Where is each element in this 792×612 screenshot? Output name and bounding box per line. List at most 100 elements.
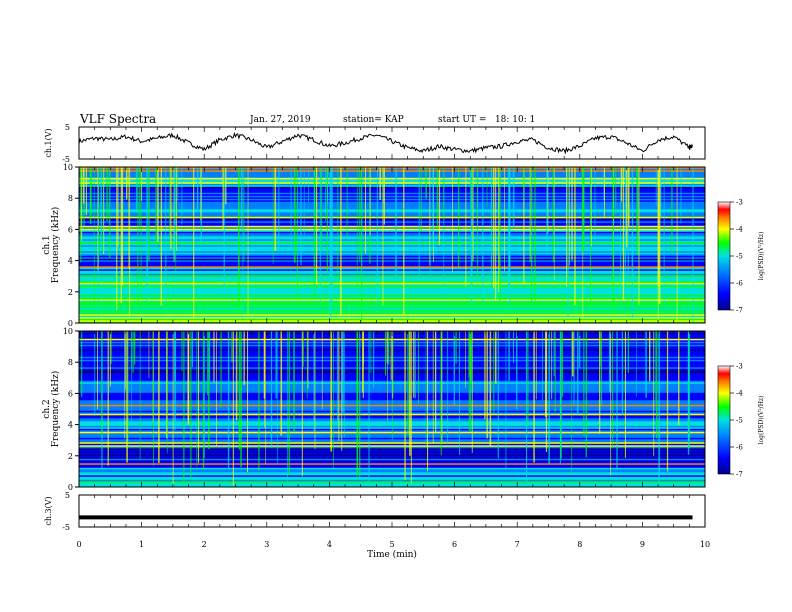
ch2-spec-burst — [220, 331, 222, 408]
ch2-spec-burst — [678, 331, 680, 426]
ch2-spec-burst — [391, 331, 393, 441]
ch1-spec-band — [79, 309, 705, 312]
ch2-spec-burst — [388, 331, 390, 365]
ch1-ylabel: ch.1(V) — [44, 128, 53, 157]
ch2-spec-burst — [553, 331, 555, 376]
ch1-spec-burst — [583, 167, 585, 251]
ch2-spec-burst — [453, 331, 455, 406]
ch1-spec-burst — [340, 167, 342, 316]
colorbar-ch1: -3 -4 -5 -6 -7 log(PSD)(V²/Hz) — [717, 199, 765, 315]
ch2-spec-burst — [139, 331, 141, 460]
ch2-spec-burst — [368, 331, 370, 482]
ch2-spec-burst — [440, 331, 442, 456]
ch2-spec-burst — [688, 331, 690, 440]
colorbar-ch2-gradient — [717, 365, 731, 475]
ch2-spec-burst — [459, 331, 460, 455]
time-tick-label: 3 — [264, 540, 269, 549]
ch1-spec-band — [79, 299, 705, 301]
time-axis-ticks — [78, 127, 706, 527]
ch1-spec-burst — [337, 167, 339, 283]
ch1-spec-band — [79, 242, 705, 244]
ch2-spec-band — [79, 475, 705, 477]
ch2-spec-burst — [362, 331, 363, 393]
ch1-spec-band — [79, 209, 705, 211]
ch1-spec-burst — [126, 167, 128, 200]
ch1-spec-burst — [443, 167, 445, 300]
ch2-spec-band — [79, 470, 705, 473]
ch1-spec-band — [79, 281, 705, 283]
ch1-spec-burst — [621, 167, 623, 202]
ch1-spec-burst — [80, 167, 83, 242]
ch1-spec-burst — [160, 167, 162, 306]
ch1-spec-burst — [116, 167, 118, 311]
ch2-spec-burst — [385, 331, 387, 376]
ch1-spec-band — [79, 246, 705, 249]
ch1-spec-burst — [109, 167, 111, 258]
ch1-spec-burst — [615, 167, 617, 215]
ch1-spec-burst — [531, 167, 533, 302]
ch1-spec-burst — [499, 167, 501, 302]
ch2-spec-burst — [513, 331, 514, 364]
ch2-spec-burst — [689, 331, 690, 449]
ch1-spec-burst — [638, 167, 640, 305]
ch1-spec-band — [79, 311, 705, 313]
ch1-spec-burst — [452, 167, 453, 273]
ch1-spec-burst — [155, 167, 157, 249]
ch2-spec-burst — [227, 331, 230, 469]
ch2-spec-band — [79, 440, 705, 443]
ch1-spec-burst — [692, 167, 694, 323]
ch2-spec-burst — [202, 331, 205, 470]
ch2-spec-burst — [231, 331, 233, 363]
ch2-spec-burst — [196, 331, 198, 467]
ch1-spec-burst — [569, 167, 570, 266]
ch2-spec-burst — [465, 331, 466, 388]
ch1-spec-burst — [319, 167, 321, 302]
ch1-spec-burst — [197, 167, 199, 213]
ch1-spec-burst — [429, 167, 431, 278]
ch1-spec-band — [79, 308, 705, 310]
ch2-spec-burst — [516, 331, 518, 410]
ch1-spec-burst — [622, 167, 625, 301]
ch1-ytick-top: 5 — [65, 123, 70, 132]
ch2-spec-band — [79, 467, 705, 470]
ch2-spec-burst — [410, 331, 412, 484]
ch2-spec-burst — [213, 331, 215, 383]
ch1-ytick-label: 0 — [68, 319, 73, 328]
ch1-spec-band — [79, 188, 705, 190]
ch2-spec-burst — [235, 331, 238, 421]
ch2-spec-band — [79, 454, 705, 456]
ch1-spec-band — [79, 300, 705, 303]
ch2-spec-burst — [338, 331, 340, 441]
ch2-spec-band — [79, 473, 705, 476]
ch2-spec-burst — [387, 331, 388, 421]
date-label: Jan. 27, 2019 — [249, 115, 311, 125]
ch2-spec-burst — [484, 331, 486, 420]
ch1-spec-burst — [103, 167, 104, 252]
ch1-spec-band — [79, 252, 705, 255]
ch1-spec-burst — [534, 167, 536, 306]
ch1-spec-burst — [303, 167, 305, 239]
ch2-spec-burst — [111, 331, 113, 365]
ch1-spec-band — [79, 215, 705, 217]
ch2-spec-band — [79, 442, 705, 444]
ch1-spec-burst — [129, 167, 131, 314]
ch2-spec-burst — [232, 331, 234, 486]
colorbar-ch2: -3 -4 -5 -6 -7 log(PSD)(V²/Hz) — [717, 363, 765, 479]
ch1-spec-burst — [655, 167, 657, 206]
ch2-spec-burst — [427, 331, 429, 472]
ch1-spec-burst — [425, 167, 427, 199]
ch2-spec-burst — [455, 331, 457, 364]
ch2-spec-burst — [658, 331, 660, 484]
ch1-spec-burst — [470, 167, 473, 304]
ch2-spec-burst — [425, 331, 427, 445]
time-tick-label: 5 — [389, 540, 394, 549]
ch1-spec-burst — [567, 167, 569, 317]
ch1-spec-band — [79, 231, 705, 234]
ch1-spec-burst — [82, 167, 85, 204]
ch2-spec-burst — [301, 331, 303, 477]
ch1-spec-burst — [290, 167, 292, 249]
ch1-spec-band — [79, 305, 705, 307]
ch1-spec-burst — [676, 167, 678, 321]
ch2-spec-burst — [94, 331, 96, 416]
ch2-spec-burst — [573, 331, 575, 405]
